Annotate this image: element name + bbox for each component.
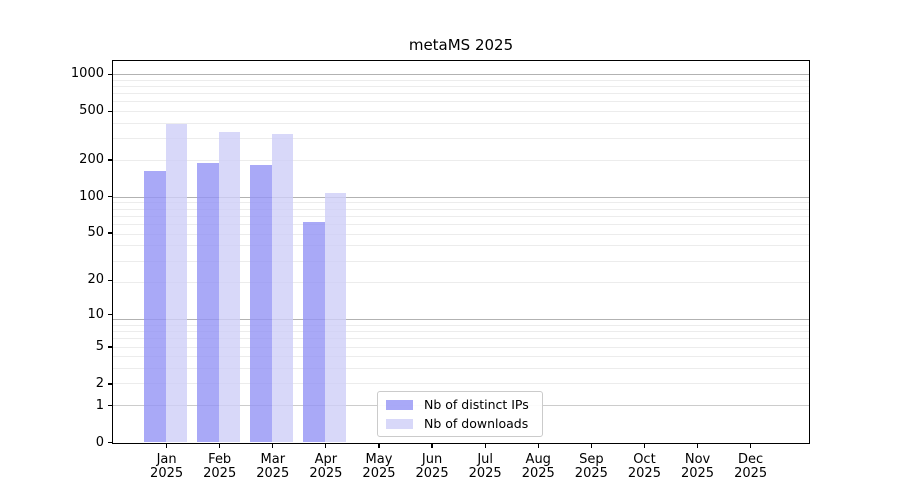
grid-line-minor	[113, 338, 809, 340]
x-tick-mark	[431, 444, 433, 448]
bar-distinct-ips-3	[303, 222, 325, 442]
x-tick-label: May 2025	[362, 452, 396, 481]
y-tick-label: 100	[79, 188, 104, 204]
y-tick-mark	[107, 159, 112, 161]
x-tick-label: Dec 2025	[734, 452, 768, 481]
grid-line-minor	[113, 208, 809, 210]
x-tick-label: Aug 2025	[521, 452, 555, 481]
grid-line-minor	[113, 223, 809, 225]
bar-downloads-3	[324, 193, 347, 442]
grid-line-minor	[113, 331, 809, 333]
grid-line-minor	[113, 79, 809, 81]
y-tick-label: 1	[95, 397, 104, 413]
grid-line-major	[113, 196, 809, 198]
y-tick-mark	[107, 404, 112, 407]
y-tick-mark	[107, 110, 112, 112]
x-tick-label: Apr 2025	[309, 452, 343, 481]
grid-line-minor	[113, 282, 809, 284]
x-tick-mark	[325, 444, 327, 448]
x-tick-mark	[537, 444, 539, 448]
legend-label-downloads: Nb of downloads	[424, 416, 529, 431]
plot-area: Nb of distinct IPs Nb of downloads	[112, 60, 810, 444]
x-tick-label: Sep 2025	[574, 452, 608, 481]
y-tick-label: 500	[79, 103, 104, 119]
bar-distinct-ips-2	[250, 165, 272, 442]
y-tick-mark	[107, 314, 112, 316]
y-tick-mark	[107, 441, 112, 444]
y-tick-label: 10	[87, 306, 104, 322]
x-tick-label: Feb 2025	[203, 452, 237, 481]
legend-label-distinct-ips: Nb of distinct IPs	[424, 397, 529, 412]
y-tick-mark	[107, 73, 112, 76]
grid-line-minor	[113, 138, 809, 140]
legend: Nb of distinct IPs Nb of downloads	[377, 391, 543, 437]
grid-line-minor	[113, 85, 809, 87]
bar-downloads-1	[218, 131, 241, 442]
legend-entry-downloads: Nb of downloads	[386, 414, 534, 433]
grid-line-minor	[113, 368, 809, 370]
grid-line-minor	[113, 233, 809, 235]
grid-line-minor	[113, 383, 809, 385]
y-tick-label: 2	[95, 375, 104, 391]
grid-line-minor	[113, 260, 809, 262]
x-tick-label: Mar 2025	[256, 452, 290, 481]
x-tick-label: Jan 2025	[150, 452, 184, 481]
y-tick-label: 1000	[70, 66, 104, 82]
x-tick-mark	[219, 444, 221, 448]
y-tick-mark	[107, 196, 112, 198]
grid-line-minor	[113, 356, 809, 358]
x-tick-mark	[378, 444, 380, 448]
y-tick-mark	[107, 279, 112, 281]
legend-swatch-distinct-ips	[386, 399, 413, 410]
x-tick-mark	[165, 444, 168, 448]
grid-line-minor	[113, 215, 809, 217]
legend-swatch-downloads	[386, 418, 413, 429]
x-tick-label: Nov 2025	[680, 452, 715, 481]
bar-distinct-ips-0	[144, 171, 166, 442]
grid-line-minor	[113, 122, 809, 124]
y-tick-label: 5	[95, 339, 104, 355]
grid-line-minor	[113, 324, 809, 326]
y-tick-label: 0	[95, 434, 104, 450]
x-tick-mark	[484, 444, 486, 448]
chart-title: metaMS 2025	[408, 36, 514, 54]
bar-distinct-ips-1	[197, 162, 219, 442]
grid-line-major	[113, 319, 809, 321]
x-tick-label: Jun 2025	[415, 452, 449, 481]
grid-line-minor	[113, 110, 809, 112]
x-tick-mark	[643, 444, 646, 448]
x-tick-mark	[750, 444, 752, 448]
grid-line-minor	[113, 202, 809, 204]
grid-line-minor	[113, 245, 809, 247]
y-tick-label: 200	[79, 151, 104, 167]
grid-line-minor	[113, 159, 809, 161]
grid-line-minor	[113, 92, 809, 94]
x-tick-label: Jul 2025	[468, 452, 502, 481]
plot-inner	[113, 61, 809, 443]
y-tick-label: 20	[87, 272, 104, 288]
grid-line-minor	[113, 101, 809, 103]
bar-downloads-0	[165, 124, 188, 442]
y-tick-label: 50	[87, 225, 104, 241]
x-tick-mark	[272, 444, 274, 448]
x-tick-mark	[590, 444, 592, 448]
x-tick-mark	[696, 444, 699, 448]
y-tick-mark	[107, 383, 112, 385]
y-tick-mark	[107, 346, 112, 348]
y-tick-mark	[107, 232, 112, 234]
legend-entry-distinct-ips: Nb of distinct IPs	[386, 395, 534, 414]
grid-line-minor	[113, 346, 809, 348]
grid-line-major	[113, 73, 809, 75]
bar-downloads-2	[271, 133, 294, 442]
x-tick-label: Oct 2025	[627, 452, 661, 481]
